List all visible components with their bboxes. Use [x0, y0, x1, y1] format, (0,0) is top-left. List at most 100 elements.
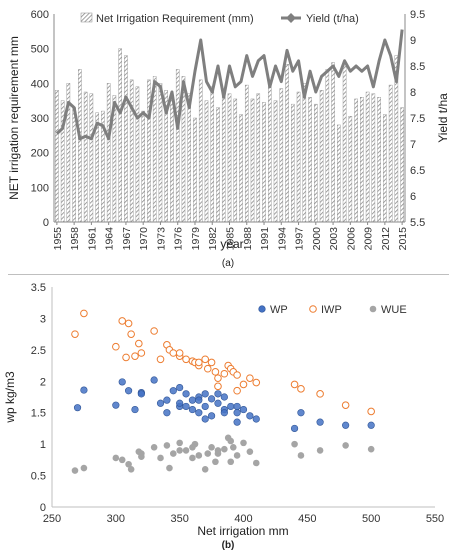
wue-point	[151, 444, 158, 451]
wp-point	[164, 397, 171, 404]
bar-1998	[303, 83, 306, 222]
left-tick-label: 300	[31, 113, 49, 125]
panel-label-a: (a)	[222, 258, 234, 269]
legend-line-marker	[286, 13, 296, 23]
y-axis-title: wp kg/m3	[3, 371, 17, 424]
bar-1975	[170, 95, 173, 222]
wp-point	[202, 391, 209, 398]
bar-2010	[372, 94, 375, 222]
wp-point	[215, 391, 222, 398]
wue-point	[221, 446, 228, 453]
wp-point	[183, 391, 190, 398]
wue-point	[227, 458, 234, 465]
wue-point	[215, 447, 222, 454]
legend-iwp-label: IWP	[321, 304, 342, 316]
wp-point	[221, 409, 228, 416]
wp-point	[221, 394, 228, 401]
bar-1976	[176, 69, 179, 222]
wue-point	[212, 458, 219, 465]
bar-1992	[268, 87, 271, 222]
right-axis-title: Yield t/ha	[436, 93, 450, 143]
x-tick-label: 350	[170, 513, 188, 525]
wp-point	[81, 387, 88, 394]
wp-point	[202, 416, 209, 423]
panel-divider	[8, 274, 449, 275]
x-tick-label: 2012	[380, 227, 392, 251]
iwp-point	[72, 331, 79, 338]
x-tick-label: 1967	[121, 227, 133, 251]
wp-point	[176, 384, 183, 391]
right-tick-label: 9.5	[410, 9, 425, 21]
wue-point	[234, 452, 241, 459]
iwp-point	[234, 372, 241, 379]
bar-2013	[389, 85, 392, 222]
bar-2015	[401, 108, 404, 222]
iwp-point	[208, 359, 215, 366]
x-tick-label: 1958	[69, 227, 81, 251]
wue-point	[176, 440, 183, 447]
bar-1993	[274, 101, 277, 222]
iwp-point	[253, 379, 260, 386]
bar-1968	[130, 80, 133, 222]
wp-point	[368, 422, 375, 429]
bar-1995	[285, 64, 288, 222]
wp-point	[234, 403, 241, 410]
wue-point	[196, 452, 203, 459]
wue-point	[317, 447, 324, 454]
iwp-point	[119, 318, 126, 325]
wp-point	[247, 413, 254, 420]
iwp-point	[342, 402, 349, 409]
iwp-point	[136, 340, 143, 347]
iwp-point	[247, 375, 254, 382]
wue-point	[227, 438, 234, 445]
x-tick-label: 250	[43, 513, 61, 525]
wue-point	[189, 455, 196, 462]
bar-1972	[153, 76, 156, 222]
x-axis-title: year	[220, 237, 243, 251]
legend-wue-label: WUE	[381, 304, 407, 316]
wue-point	[166, 465, 173, 472]
bar-1994	[280, 89, 283, 222]
wp-point	[298, 409, 305, 416]
iwp-point	[221, 370, 228, 377]
iwp-point	[113, 343, 120, 350]
x-tick-label: 1961	[86, 227, 98, 251]
left-tick-label: 400	[31, 78, 49, 90]
bar-1970	[142, 111, 145, 222]
iwp-point	[132, 353, 139, 360]
bar-1981	[205, 101, 208, 222]
x-tick-label: 550	[426, 513, 444, 525]
y-tick-label: 2	[40, 376, 46, 388]
iwp-point	[215, 383, 222, 390]
bar-1987	[239, 115, 242, 222]
left-tick-label: 200	[31, 148, 49, 160]
wp-point	[234, 409, 241, 416]
x-tick-label: 1994	[276, 227, 288, 251]
wue-point	[368, 446, 375, 453]
x-tick-label: 450	[298, 513, 316, 525]
wue-point	[113, 455, 120, 462]
bar-1961	[90, 94, 93, 222]
bar-2006	[349, 116, 352, 222]
wue-point	[164, 442, 171, 449]
x-tick-label: 2015	[397, 227, 409, 251]
left-tick-label: 500	[31, 44, 49, 56]
iwp-point	[215, 375, 222, 382]
bar-1959	[78, 69, 81, 222]
bar-2002	[326, 69, 329, 222]
left-tick-label: 0	[43, 217, 49, 229]
y-tick-label: 0.5	[31, 471, 46, 483]
iwp-point	[240, 381, 247, 388]
wp-point	[170, 387, 177, 394]
wp-point	[240, 406, 247, 413]
right-tick-label: 7.5	[410, 113, 425, 125]
iwp-point	[196, 359, 203, 366]
wp-point	[183, 403, 190, 410]
y-tick-label: 1	[40, 439, 46, 451]
x-tick-label: 1964	[104, 227, 116, 251]
iwp-point	[176, 350, 183, 357]
legend-wp-label: WP	[270, 304, 288, 316]
bar-2004	[337, 125, 340, 222]
wp-point	[208, 413, 215, 420]
